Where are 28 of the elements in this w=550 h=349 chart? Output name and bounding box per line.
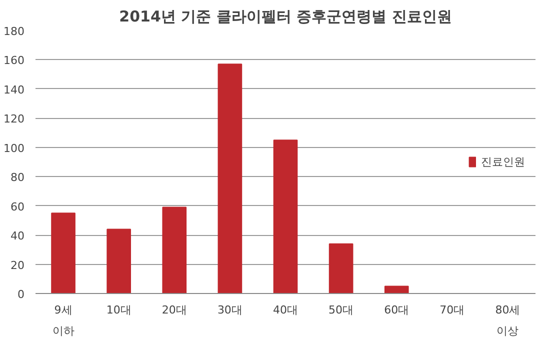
x-tick-label: 20대 [162, 304, 187, 316]
y-tick-label: 180 [4, 25, 25, 38]
y-tick-label: 20 [10, 258, 25, 272]
bar [384, 286, 409, 294]
x-tick-label: 80세 이상 [495, 304, 520, 338]
y-tick-label: 140 [4, 83, 25, 96]
bar [328, 243, 354, 294]
y-tick-label: 160 [4, 54, 25, 68]
bar [273, 140, 298, 294]
y-tick-label: 120 [4, 112, 25, 126]
bar [162, 206, 187, 294]
x-tick-label: 10대 [106, 304, 132, 316]
bar [51, 212, 76, 294]
chart-title: 2014년 기준 클라이펠터 증후군연령별 진료인원 [119, 8, 452, 26]
y-tick-label: 100 [4, 142, 25, 155]
x-tick-label: 50대 [328, 304, 354, 316]
bar [218, 64, 242, 294]
y-tick-label: 80 [10, 171, 25, 184]
bar [106, 228, 131, 294]
x-tick-label: 70대 [440, 304, 465, 316]
x-tick-label: 9세 이하 [52, 304, 74, 338]
y-tick-label: 60 [10, 200, 25, 214]
x-tick-label: 40대 [273, 304, 298, 316]
x-tick-label: 30대 [217, 304, 242, 316]
x-tick-label: 60대 [384, 304, 410, 316]
y-tick-label: 0 [18, 288, 24, 301]
y-tick-label: 40 [10, 230, 25, 243]
legend-label: 진료인원 [481, 154, 525, 169]
